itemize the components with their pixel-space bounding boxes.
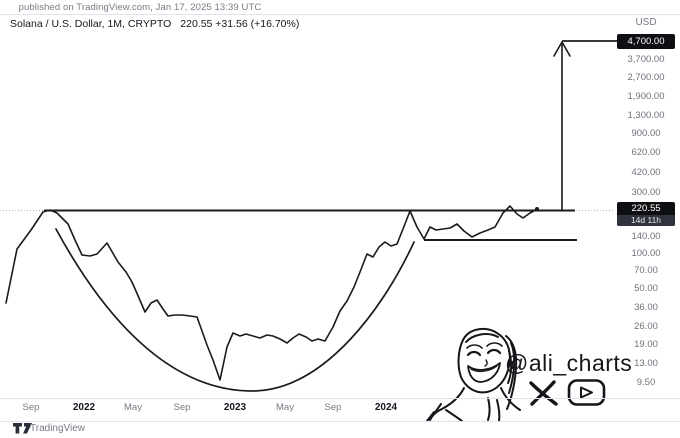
price-tick-label: 2,700.00	[627, 72, 665, 83]
price-tick-label: 50.00	[634, 283, 658, 294]
last-price-dot	[535, 207, 539, 211]
tradingview-attribution[interactable]: TradingView	[13, 421, 213, 438]
price-target-arrow[interactable]	[553, 40, 617, 210]
cup-curve-annotation[interactable]	[55, 228, 415, 392]
artist-handle: @ali_charts	[505, 350, 633, 376]
price-tick-label: 9.50	[636, 377, 656, 388]
tradingview-logo-icon	[13, 423, 32, 434]
price-tick-label: 36.00	[634, 302, 658, 313]
time-scale[interactable]: Sep 2022 May Sep 2023 May Sep 2024	[0, 401, 680, 417]
x-logo-icon	[529, 380, 558, 406]
price-tick-label: 300.00	[631, 187, 661, 198]
price-tick-label: 70.00	[634, 265, 658, 276]
price-tick-label: 100.00	[631, 248, 661, 259]
symbol-name: Solana / U.S. Dollar, 1M, CRYPTO	[10, 18, 172, 30]
price-tick-label: 13.00	[634, 358, 658, 369]
header-divider	[0, 14, 680, 15]
youtube-logo-icon	[567, 379, 606, 406]
currency-label: USD	[635, 17, 657, 28]
symbol-quote: 220.55 +31.56 (+16.70%)	[180, 18, 300, 30]
price-tick-label: 1,900.00	[627, 91, 665, 102]
published-timestamp: published on TradingView.com, Jan 17, 20…	[18, 2, 262, 13]
time-tick-month: Sep	[173, 402, 191, 413]
price-tick-label: 620.00	[631, 147, 661, 158]
time-tick-year: 2023	[223, 402, 247, 413]
price-tick-label: 420.00	[631, 167, 661, 178]
time-tick-month: May	[276, 402, 294, 413]
target-price-value: 4,700.00	[627, 35, 665, 47]
artist-avatar-sketch	[426, 327, 521, 422]
time-tick-year: 2024	[374, 402, 398, 413]
price-tick-label: 140.00	[631, 231, 661, 242]
symbol-title: Solana / U.S. Dollar, 1M, CRYPTO 220.55 +…	[10, 17, 299, 31]
time-tick-month: Sep	[324, 402, 342, 413]
price-tick-label: 1,300.00	[627, 110, 665, 121]
current-price-badge: 220.55 14d 11h	[617, 202, 675, 226]
price-tick-label: 19.00	[634, 339, 658, 350]
time-tick-month: Sep	[22, 402, 40, 413]
price-tick-label: 26.00	[634, 321, 658, 332]
price-line-series	[5, 205, 538, 381]
time-axis-divider	[0, 398, 680, 399]
price-tick-label: 900.00	[631, 128, 661, 139]
tradingview-brand-text: TradingView	[30, 423, 86, 434]
time-tick-year: 2022	[72, 402, 96, 413]
time-tick-month: May	[124, 402, 142, 413]
target-price-badge: 4,700.00	[617, 33, 675, 49]
footer-divider	[0, 421, 680, 422]
price-tick-label: 3,700.00	[627, 54, 665, 65]
bar-close-countdown: 14d 11h	[617, 215, 675, 226]
current-price-value: 220.55	[631, 203, 661, 214]
